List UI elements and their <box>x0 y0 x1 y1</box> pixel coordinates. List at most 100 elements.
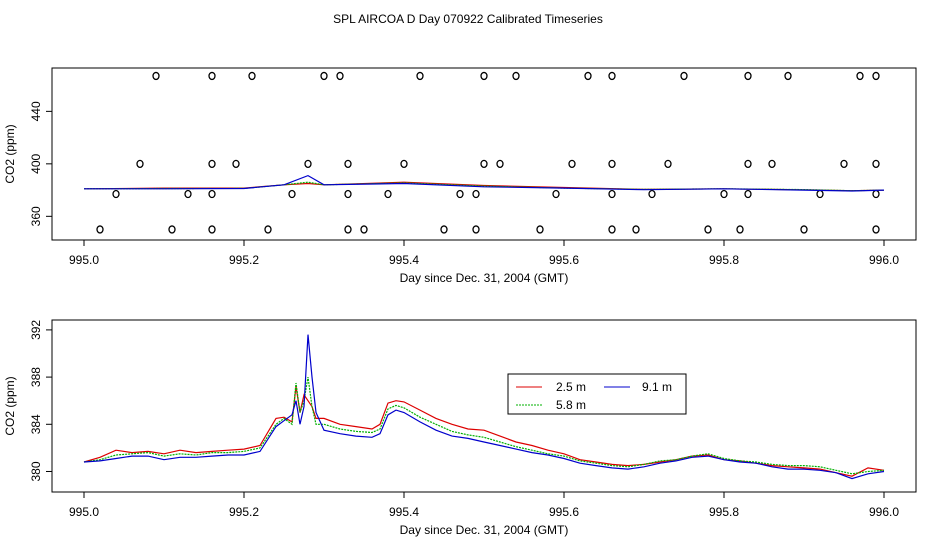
scatter-point <box>736 225 744 234</box>
scatter-point <box>784 71 792 81</box>
scatter-point <box>344 189 352 199</box>
scatter-point <box>152 71 160 81</box>
scatter-point <box>456 189 464 199</box>
scatter-point <box>248 71 256 81</box>
scatter-point <box>336 71 344 81</box>
bottom-x-axis: 995.0 995.2 995.4 995.6 995.8 996.0 <box>69 492 899 519</box>
scatter-point <box>720 189 728 199</box>
scatter-point <box>496 159 504 168</box>
x-tick-label: 995.6 <box>549 505 579 519</box>
scatter-point <box>96 225 104 234</box>
scatter-point <box>384 189 392 199</box>
scatter-point <box>288 189 296 199</box>
scatter-point <box>416 71 424 81</box>
legend-label-9.1m: 9.1 m <box>642 380 672 394</box>
scatter-point <box>208 159 216 168</box>
y-tick-label: 384 <box>29 414 43 434</box>
scatter-point <box>800 225 808 234</box>
scatter-point <box>744 71 752 81</box>
scatter-point <box>344 159 352 168</box>
scatter-point <box>112 189 120 199</box>
legend-label-2.5m: 2.5 m <box>556 380 586 394</box>
x-tick-label: 995.4 <box>389 505 419 519</box>
bottom-series-lines <box>83 334 885 480</box>
scatter-point <box>608 71 616 81</box>
scatter-point <box>400 159 408 168</box>
legend-box <box>507 373 687 415</box>
scatter-point <box>184 189 192 199</box>
top-plot-frame <box>51 67 917 241</box>
scatter-point <box>208 225 216 234</box>
scatter-point <box>664 159 672 168</box>
x-tick-label: 995.6 <box>549 253 579 267</box>
scatter-point <box>440 225 448 234</box>
scatter-point <box>480 159 488 168</box>
scatter-point <box>136 159 144 168</box>
y-tick-label: 380 <box>29 461 43 481</box>
y-tick-label: 360 <box>29 206 43 226</box>
x-tick-label: 995.2 <box>229 253 259 267</box>
scatter-point <box>608 189 616 199</box>
top-scatter-panel: 360 400 440 995.0 995.2 995.4 995.6 995.8 996.0… <box>3 67 917 285</box>
series-line-9.1m <box>83 334 885 480</box>
top-y-label: CO2 (ppm) <box>3 124 17 183</box>
scatter-point <box>472 225 480 234</box>
scatter-point <box>304 159 312 168</box>
scatter-point <box>168 225 176 234</box>
y-tick-label: 388 <box>29 367 43 387</box>
scatter-point <box>872 225 880 234</box>
x-tick-label: 995.8 <box>709 253 739 267</box>
scatter-point <box>872 159 880 168</box>
series-line-9.1m <box>84 174 885 192</box>
top-y-axis: 360 400 440 <box>29 101 52 226</box>
scatter-point <box>680 71 688 81</box>
scatter-point <box>856 71 864 81</box>
scatter-point <box>208 71 216 81</box>
scatter-point <box>648 189 656 199</box>
x-tick-label: 995.4 <box>389 253 419 267</box>
top-x-label: Day since Dec. 31, 2004 (GMT) <box>400 271 569 285</box>
scatter-point <box>816 189 824 199</box>
scatter-point <box>472 189 480 199</box>
scatter-point <box>568 159 576 168</box>
scatter-point <box>480 71 488 81</box>
series-line-5.8m <box>83 376 885 475</box>
scatter-point <box>744 189 752 199</box>
scatter-point <box>608 225 616 234</box>
scatter-point <box>584 71 592 81</box>
bottom-x-label: Day since Dec. 31, 2004 (GMT) <box>400 523 569 537</box>
scatter-point <box>360 225 368 234</box>
top-series-lines <box>83 174 885 192</box>
scatter-point <box>840 159 848 168</box>
scatter-point <box>512 71 520 81</box>
y-tick-label: 392 <box>29 320 43 340</box>
scatter-point <box>264 225 272 234</box>
bottom-y-axis: 380 384 388 392 <box>29 320 52 481</box>
scatter-point <box>208 189 216 199</box>
scatter-point <box>704 225 712 234</box>
scatter-point <box>344 225 352 234</box>
scatter-point <box>744 159 752 168</box>
scatter-point <box>320 71 328 81</box>
legend-label-5.8m: 5.8 m <box>556 398 586 412</box>
top-scatter-points <box>96 71 880 234</box>
x-tick-label: 995.0 <box>69 505 99 519</box>
scatter-point <box>552 189 560 199</box>
y-tick-label: 400 <box>29 154 43 174</box>
scatter-point <box>872 71 880 81</box>
scatter-point <box>536 225 544 234</box>
scatter-point <box>232 159 240 168</box>
x-tick-label: 995.8 <box>709 505 739 519</box>
x-tick-label: 995.0 <box>69 253 99 267</box>
x-tick-label: 996.0 <box>869 505 899 519</box>
top-x-axis: 995.0 995.2 995.4 995.6 995.8 996.0 <box>69 240 899 267</box>
bottom-y-label: CO2 (ppm) <box>3 376 17 435</box>
legend: 2.5 m 5.8 m 9.1 m <box>507 373 687 415</box>
y-tick-label: 440 <box>29 101 43 121</box>
x-tick-label: 995.2 <box>229 505 259 519</box>
scatter-point <box>632 225 640 234</box>
page-title: SPL AIRCOA D Day 070922 Calibrated Times… <box>333 12 603 26</box>
scatter-point <box>872 189 880 199</box>
